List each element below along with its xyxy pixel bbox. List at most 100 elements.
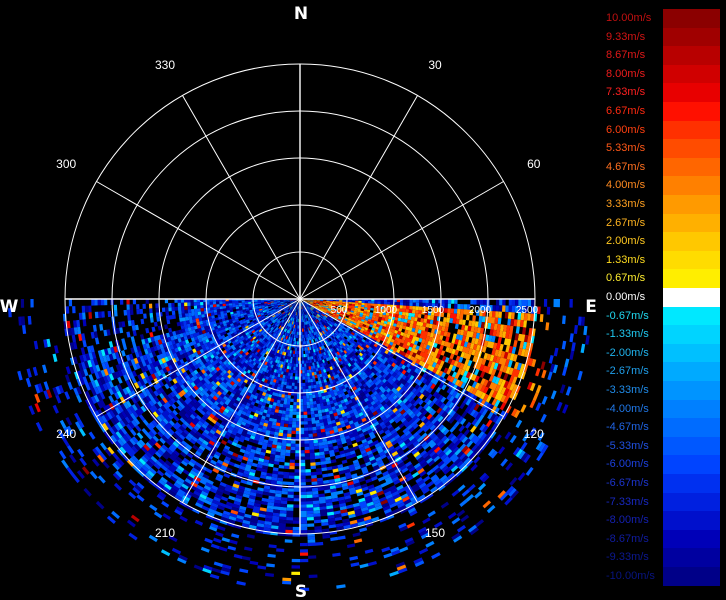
west-label: W — [0, 297, 19, 317]
legend-row: 0.67m/s — [605, 269, 720, 288]
velocity-color-legend: 10.00m/s 9.33m/s 8.67m/s 8.00m/s 7.33m/s 6.67… — [605, 9, 720, 589]
legend-label: 7.33m/s — [606, 86, 646, 99]
legend-row: 5.33m/s — [605, 139, 720, 158]
legend-label: 0.67m/s — [606, 272, 646, 285]
east-label: E — [585, 297, 597, 317]
velocity-scan-layer — [8, 299, 590, 591]
legend-row: 3.33m/s — [605, 195, 720, 214]
legend-swatch — [663, 381, 720, 400]
legend-row: -2.67m/s — [605, 362, 720, 381]
azimuth-label-210: 210 — [155, 526, 175, 540]
azimuth-spoke — [299, 298, 504, 417]
legend-label: -9.33m/s — [606, 551, 649, 564]
azimuth-label-240: 240 — [56, 427, 76, 441]
legend-row: -3.33m/s — [605, 381, 720, 400]
azimuth-label-150: 150 — [425, 526, 445, 540]
legend-swatch — [663, 455, 720, 474]
legend-label: 9.33m/s — [606, 30, 646, 43]
azimuth-spoke — [182, 95, 301, 300]
legend-swatch — [663, 139, 720, 158]
azimuth-spoke — [96, 181, 301, 300]
azimuth-spoke — [299, 95, 418, 300]
legend-swatch — [663, 343, 720, 363]
polar-labels: N S E W 30 60 120 150 210 240 300 330 500 1000 150… — [0, 4, 597, 600]
azimuth-spoke — [299, 298, 418, 503]
legend-row: -10.00m/s — [605, 567, 720, 586]
legend-swatch — [663, 436, 720, 456]
legend-label: 5.33m/s — [606, 142, 646, 155]
azimuth-spoke — [96, 298, 301, 417]
legend-swatch — [663, 362, 720, 381]
legend-row: 0.00m/s — [605, 288, 720, 307]
legend-label: -3.33m/s — [606, 384, 649, 396]
legend-swatch — [663, 325, 720, 344]
legend-swatch — [663, 176, 720, 195]
legend-label: -5.33m/s — [606, 439, 649, 452]
legend-label: 10.00m/s — [606, 12, 652, 24]
legend-swatch — [663, 27, 720, 47]
legend-row: -2.00m/s — [605, 343, 720, 363]
azimuth-label-300: 300 — [56, 157, 76, 171]
azimuth-label-30: 30 — [428, 58, 442, 72]
legend-swatch — [663, 120, 720, 140]
south-label: S — [295, 582, 307, 600]
azimuth-label-120: 120 — [524, 427, 544, 441]
polar-grid — [64, 63, 536, 535]
legend-swatch — [663, 492, 720, 512]
legend-row: 4.00m/s — [605, 176, 720, 195]
velocity-bins — [17, 299, 574, 574]
legend-swatch — [663, 399, 720, 419]
legend-label: 4.67m/s — [606, 160, 646, 173]
velocity-bins — [20, 299, 566, 574]
legend-row: 6.67m/s — [605, 102, 720, 121]
legend-swatch — [663, 418, 720, 437]
legend-label: -4.00m/s — [606, 402, 649, 415]
legend-label: 0.00m/s — [606, 291, 646, 303]
legend-swatch — [663, 511, 720, 530]
legend-label: 1.33m/s — [606, 253, 646, 266]
legend-label: -7.33m/s — [606, 495, 649, 508]
range-label: 1000 — [375, 305, 398, 316]
legend-swatch — [663, 46, 720, 65]
legend-label: 8.67m/s — [606, 49, 646, 62]
legend-label: 2.67m/s — [606, 216, 646, 229]
legend-swatch — [663, 64, 720, 84]
legend-row: -1.33m/s — [605, 325, 720, 344]
range-label: 2000 — [469, 305, 492, 316]
legend-label: -10.00m/s — [606, 570, 655, 582]
legend-label: -6.00m/s — [606, 458, 649, 471]
legend-label: -1.33m/s — [606, 328, 649, 341]
legend-swatch — [663, 306, 720, 326]
legend-label: 3.33m/s — [606, 198, 646, 210]
legend-row: -4.00m/s — [605, 399, 720, 419]
legend-row: 9.33m/s — [605, 27, 720, 47]
legend-label: -4.67m/s — [606, 421, 649, 434]
legend-row: 8.67m/s — [605, 46, 720, 65]
azimuth-label-330: 330 — [155, 58, 175, 72]
velocity-bins — [42, 299, 566, 568]
azimuth-spoke — [299, 181, 504, 300]
azimuth-spoke — [182, 298, 301, 503]
legend-label: -2.00m/s — [606, 346, 649, 359]
legend-row: -7.33m/s — [605, 492, 720, 512]
legend-row: -5.33m/s — [605, 436, 720, 456]
legend-row: 10.00m/s — [605, 9, 720, 28]
range-label: 2500 — [516, 305, 539, 316]
legend-swatch — [663, 102, 720, 121]
range-label: 1500 — [422, 305, 445, 316]
legend-label: -8.67m/s — [606, 532, 649, 545]
legend-label: 2.00m/s — [606, 235, 646, 248]
legend-row: 4.67m/s — [605, 157, 720, 177]
legend-label: 4.00m/s — [606, 179, 646, 192]
legend-row: -6.00m/s — [605, 455, 720, 474]
legend-row: 8.00m/s — [605, 64, 720, 84]
legend-swatch — [663, 232, 720, 251]
legend-swatch — [663, 474, 720, 493]
north-label: N — [294, 4, 308, 24]
legend-swatch — [663, 157, 720, 177]
legend-label: 6.00m/s — [606, 123, 646, 136]
legend-row: -0.67m/s — [605, 306, 720, 326]
legend-swatch — [663, 548, 720, 567]
legend-row: -6.67m/s — [605, 474, 720, 493]
legend-swatch — [663, 195, 720, 214]
